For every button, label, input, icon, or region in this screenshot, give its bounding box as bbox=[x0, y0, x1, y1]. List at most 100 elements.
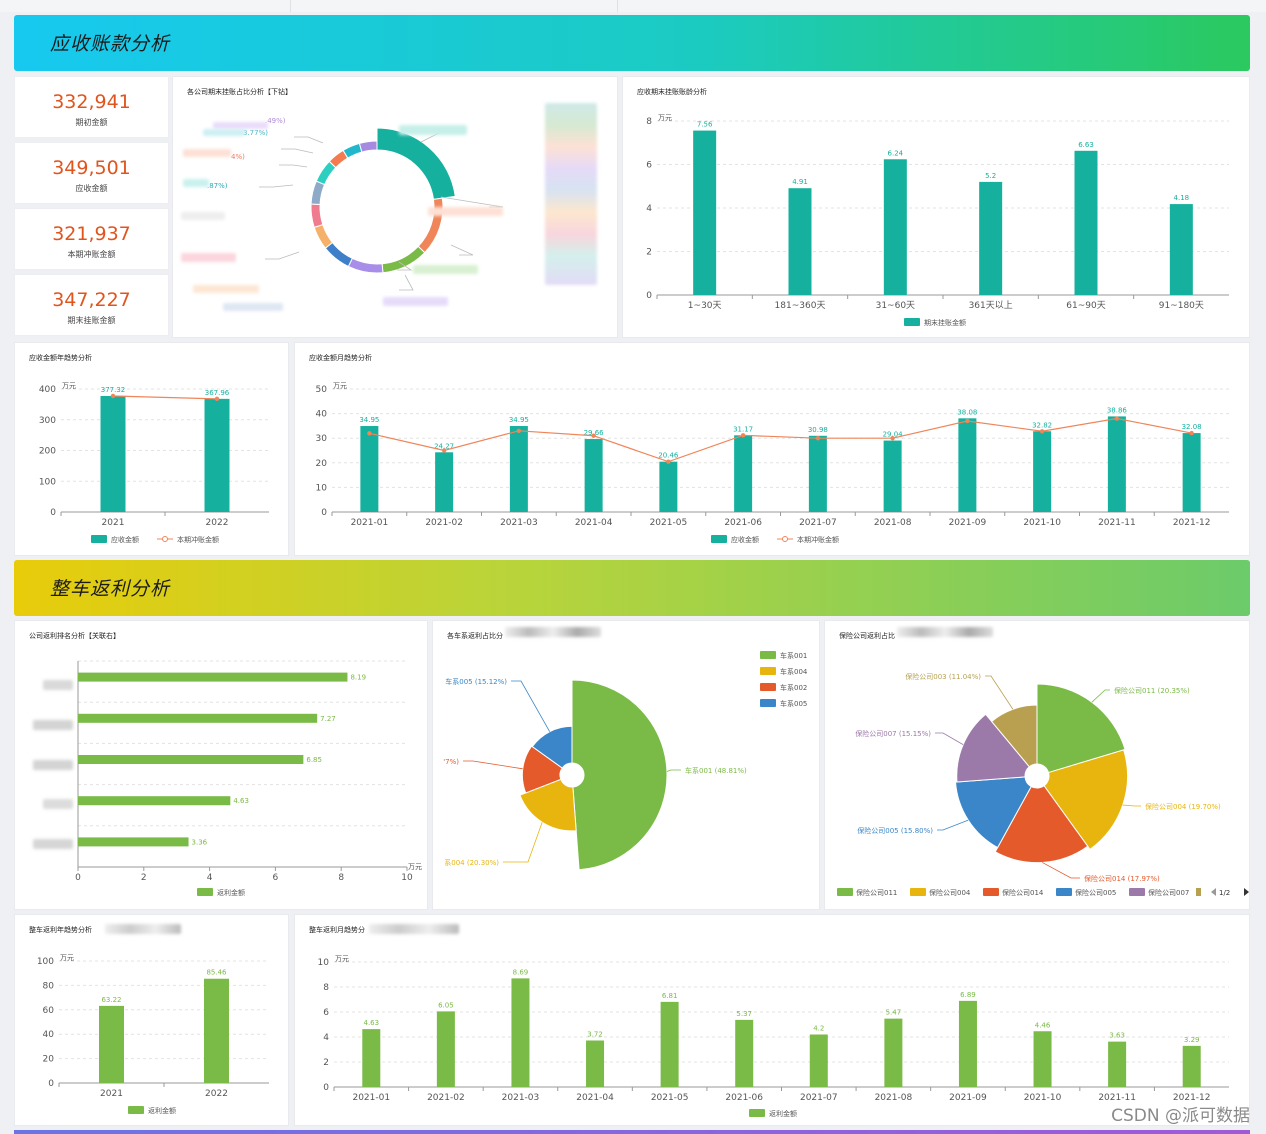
leader-line bbox=[450, 244, 474, 256]
rebate-month-chart: 0 2 4 6 8 10 万元 4.63 2021-01 6.05 2021-02 8.69 2021-… bbox=[318, 955, 1229, 1118]
series-ratio-chart: 车系001 (48.81%) 系004 (20.30%) '7%) 车系005 (15… bbox=[443, 651, 808, 871]
trend-point bbox=[1114, 416, 1120, 421]
legend-swatch bbox=[711, 535, 727, 543]
panel-title: 各公司期末挂账占比分析【下钻】 bbox=[187, 88, 292, 96]
y-tick-label: 2 bbox=[646, 248, 652, 258]
y-tick-label: 2 bbox=[323, 1058, 329, 1068]
axis-unit: 万元 bbox=[62, 382, 76, 390]
data-label: 377.32 bbox=[101, 386, 126, 394]
rose-hole bbox=[1025, 764, 1049, 788]
y-tick-label: 0 bbox=[321, 508, 327, 518]
watermark: CSDN @派可数据 bbox=[1111, 1106, 1250, 1126]
legend-label: 返利金额 bbox=[217, 888, 245, 897]
x-tick-label: 2021-02 bbox=[427, 1093, 465, 1103]
bar bbox=[1182, 1045, 1201, 1087]
rebate-month-panel: 整车返利月趋势分 0 2 4 6 8 10 万元 4.63 2021-01 6.05 2021-02… bbox=[294, 914, 1250, 1126]
legend-swatch bbox=[197, 888, 213, 896]
y-tick-label: 100 bbox=[37, 957, 54, 967]
bar bbox=[788, 188, 812, 295]
kpi-label: 应收金额 bbox=[75, 184, 108, 193]
rebate-year-panel: 整车返利年趋势分析 0 20 40 60 80 100 万元 63.22 2021 85.46 20… bbox=[14, 914, 289, 1126]
kpi-card-closing: 347,227 期末挂账金额 bbox=[14, 274, 169, 336]
data-label: 38.08 bbox=[957, 408, 977, 416]
x-tick-label: 2021-09 bbox=[949, 1093, 987, 1103]
y-tick-label: 8 bbox=[646, 117, 652, 127]
slice-label: 保险公司007 (15.15%) bbox=[855, 729, 931, 738]
leader-line bbox=[935, 732, 964, 746]
leader-line bbox=[503, 822, 543, 863]
y-tick-label: 0 bbox=[323, 1083, 329, 1093]
x-tick-label: 2021-05 bbox=[651, 1093, 689, 1103]
trend-point bbox=[666, 459, 671, 464]
rebate-section-title: 整车返利分析 bbox=[50, 578, 171, 600]
panel-title: 应收金额月趋势分析 bbox=[309, 354, 372, 362]
bar bbox=[436, 1011, 455, 1087]
kpi-label: 期末挂账金额 bbox=[67, 316, 116, 325]
bar bbox=[586, 1040, 605, 1087]
y-tick-label: 0 bbox=[646, 291, 652, 301]
axis-unit: 万元 bbox=[335, 955, 349, 963]
x-tick-label: 2021-03 bbox=[500, 518, 538, 528]
x-tick-label: 2021-04 bbox=[575, 518, 613, 528]
y-tick-label: 6 bbox=[323, 1008, 329, 1018]
donut-slice bbox=[347, 257, 384, 274]
x-tick-label: 2021-02 bbox=[425, 518, 463, 528]
x-tick-label: 2021 bbox=[102, 518, 125, 528]
bar bbox=[883, 159, 907, 295]
aging-chart: 0 2 4 6 8 万元 7.56 1~30天 4.91 181~360天 6.24 31~60天 5.… bbox=[646, 114, 1229, 327]
rose-slice bbox=[994, 785, 1089, 864]
top-strip bbox=[0, 0, 1266, 12]
rebate-rank-panel[interactable]: 公司返利排名分析【关联右】 0 2 4 6 8 10 8.19 7.27 6.85 4.63 3.3… bbox=[14, 620, 428, 910]
data-label: 7.56 bbox=[697, 121, 713, 129]
x-tick-label: 2021-05 bbox=[650, 518, 688, 528]
bar bbox=[958, 1000, 977, 1087]
legend-label: 保险公司004 bbox=[929, 888, 971, 897]
insurer-ratio-panel: 保险公司返利占比 保险公司011 (20.35%) 保险公司004 (19.70%… bbox=[824, 620, 1250, 910]
data-label: 85.46 bbox=[206, 969, 227, 977]
bar bbox=[809, 1034, 828, 1087]
legend-marker bbox=[782, 536, 788, 542]
trend-point bbox=[1189, 430, 1194, 436]
x-tick-label: 361天以上 bbox=[969, 300, 1013, 311]
legend-label: 本期冲账金额 bbox=[177, 535, 219, 544]
slice-label: 车系001 (48.81%) bbox=[685, 766, 747, 775]
x-tick-label: 2022 bbox=[205, 1089, 228, 1099]
leader-line bbox=[259, 184, 294, 188]
bar bbox=[1033, 1031, 1052, 1087]
y-tick-label: 60 bbox=[43, 1006, 55, 1016]
panel-title: 整车返利月趋势分 bbox=[309, 926, 365, 934]
leader-line bbox=[1122, 804, 1141, 807]
legend-label: 返利金额 bbox=[148, 1106, 176, 1115]
x-tick-label: 2021-10 bbox=[1024, 1093, 1062, 1103]
data-label: 31.17 bbox=[733, 425, 753, 433]
legend-label: 车系005 bbox=[780, 699, 807, 708]
data-label: 4.91 bbox=[792, 178, 808, 186]
data-label: 24.27 bbox=[434, 442, 454, 450]
legend-label: 保险公司007 bbox=[1148, 888, 1189, 897]
company-ratio-chart[interactable]: .49%) 3.77%) 4%) .87%) bbox=[173, 77, 619, 339]
bar bbox=[958, 418, 977, 512]
data-label: 20.46 bbox=[658, 452, 679, 460]
data-label: 6.24 bbox=[888, 149, 904, 157]
x-tick-label: 2021-04 bbox=[576, 1093, 614, 1103]
data-label: 7.27 bbox=[320, 715, 336, 723]
bar bbox=[360, 426, 379, 512]
y-tick-label: 0 bbox=[48, 1079, 54, 1089]
data-label: 6.85 bbox=[306, 756, 322, 764]
trend-line bbox=[112, 395, 218, 400]
data-label: 6.89 bbox=[960, 991, 976, 999]
leader-line bbox=[937, 819, 969, 831]
data-label: 3.72 bbox=[587, 1031, 603, 1039]
legend-swatch bbox=[760, 667, 776, 675]
x-tick-label: 2022 bbox=[206, 518, 229, 528]
x-tick-label: 2021-01 bbox=[351, 518, 389, 528]
legend-label: 应收金额 bbox=[111, 535, 139, 544]
data-label: 4.18 bbox=[1174, 194, 1190, 202]
y-tick-label: 10 bbox=[318, 958, 330, 968]
aging-panel: 应收期末挂账账龄分析 0 2 4 6 8 万元 7.56 1~30天 4.91 181~360天 6… bbox=[622, 76, 1250, 338]
company-ratio-panel[interactable]: 各公司期末挂账占比分析【下钻】 .49%) 3.77%) 4%) .87%) bbox=[172, 76, 618, 338]
leader-line bbox=[1091, 689, 1110, 703]
bar bbox=[1169, 204, 1193, 295]
bar bbox=[204, 398, 230, 512]
